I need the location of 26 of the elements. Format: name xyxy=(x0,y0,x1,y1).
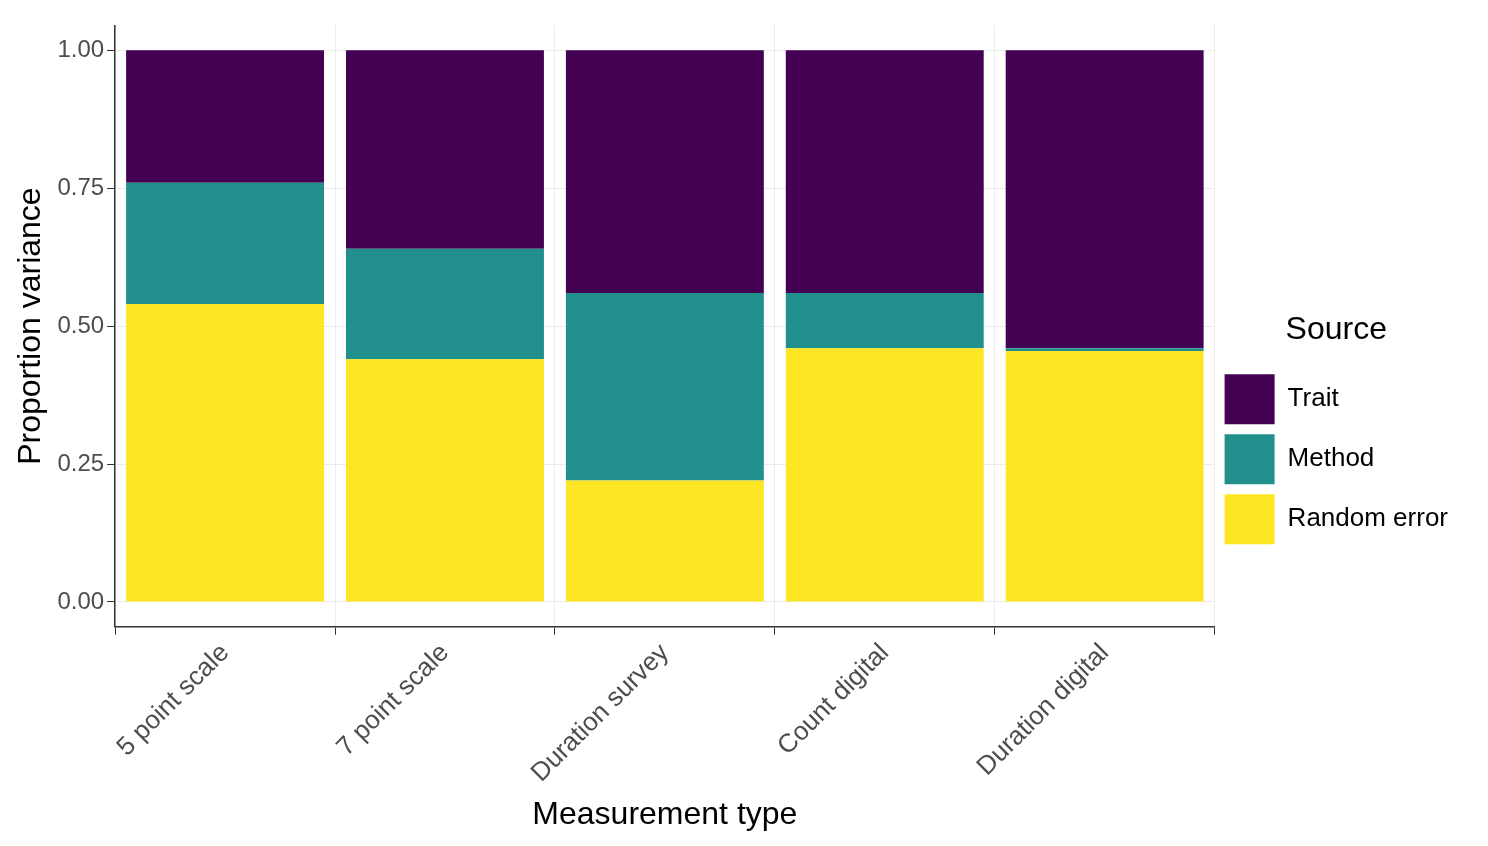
bar xyxy=(565,50,764,293)
bar xyxy=(1005,50,1204,349)
bar xyxy=(785,50,984,293)
y-tick-label: 0.50 xyxy=(57,310,105,338)
bar xyxy=(346,248,544,360)
legend-title: Source xyxy=(1285,309,1387,346)
y-tick-label: 0.25 xyxy=(57,448,105,476)
bar xyxy=(565,480,764,602)
bar xyxy=(565,292,764,481)
bar xyxy=(785,292,984,349)
bar xyxy=(785,348,984,602)
y-tick-label: 1.00 xyxy=(57,34,105,62)
legend-label: Random error xyxy=(1287,502,1449,533)
legend-label: Method xyxy=(1287,442,1375,473)
bar xyxy=(126,50,325,183)
bar xyxy=(126,304,325,602)
y-axis-title: Proportion variance xyxy=(11,187,48,465)
bar xyxy=(346,359,544,602)
bar xyxy=(126,182,325,305)
y-tick-label: 0.75 xyxy=(57,172,105,200)
bar xyxy=(346,50,544,249)
x-axis-title: Measurement type xyxy=(532,794,798,831)
bar xyxy=(1005,348,1204,351)
y-tick-label: 0.00 xyxy=(57,586,105,614)
legend-label: Trait xyxy=(1287,382,1340,413)
bar xyxy=(1005,350,1204,602)
